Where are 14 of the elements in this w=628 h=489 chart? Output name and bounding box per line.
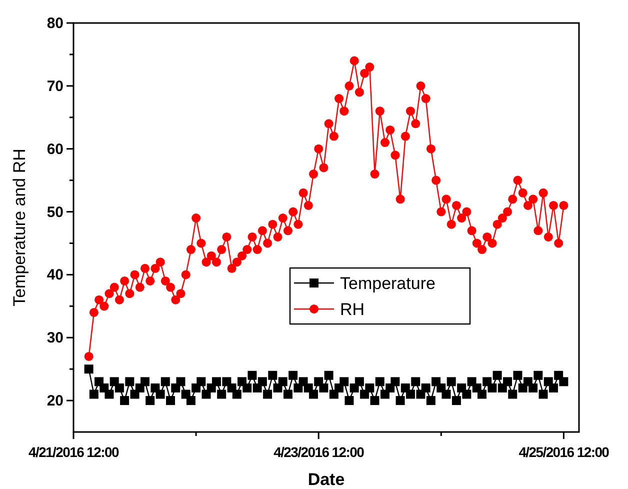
y-tick-label: 30 bbox=[46, 330, 64, 347]
legend-label: RH bbox=[340, 300, 365, 319]
x-tick-label: 4/21/2016 12:00 bbox=[28, 444, 120, 460]
y-tick-label: 20 bbox=[46, 392, 64, 410]
x-axis-title: Date bbox=[308, 470, 345, 489]
y-tick-label: 50 bbox=[46, 204, 64, 221]
y-axis-title: Temperature and RH bbox=[10, 148, 29, 306]
y-tick-label: 70 bbox=[46, 78, 64, 95]
legend-label: Temperature bbox=[340, 274, 436, 293]
y-tick-label: 80 bbox=[46, 15, 64, 32]
y-tick-label: 40 bbox=[46, 266, 64, 284]
x-tick-label: 4/25/2016 12:00 bbox=[518, 444, 610, 460]
y-tick-label: 60 bbox=[46, 140, 64, 158]
x-tick-label: 4/23/2016 12:00 bbox=[274, 444, 365, 460]
